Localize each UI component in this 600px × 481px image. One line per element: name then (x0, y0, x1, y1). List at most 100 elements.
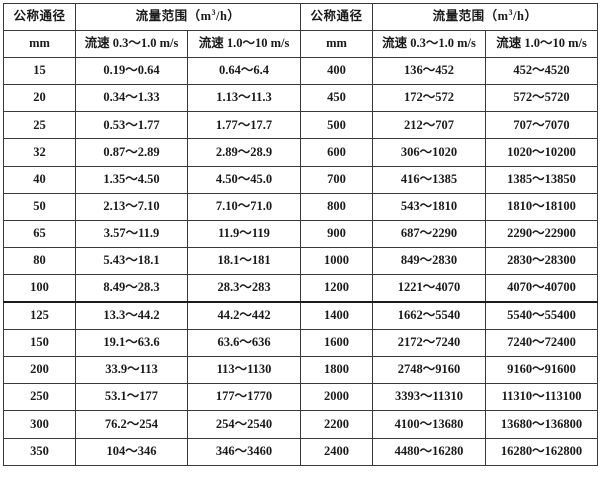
header-dn-left: 公称通径 (3, 2, 76, 32)
header-flow-right-sup: 3 (508, 8, 514, 18)
cell-flow-low-right: 306～1020 (372, 138, 487, 167)
cell-flow-high-right: 452～4520 (485, 57, 599, 86)
table-row: 200 33.9～113 113～1130 1800 2748～9160 9160～916… (3, 356, 599, 385)
cell-flow-high-left: 4.50～45.0 (186, 165, 302, 194)
cell-dn-left: 150 (3, 329, 76, 358)
cell-flow-low-left: 104～346 (75, 437, 188, 466)
cell-dn-left: 100 (3, 273, 76, 303)
cell-flow-high-right: 5540～55400 (485, 301, 599, 331)
cell-dn-right: 400 (300, 57, 374, 86)
cell-flow-high-left: 1.77～17.7 (186, 111, 302, 140)
cell-flow-high-left: 63.6～636 (186, 329, 302, 358)
cell-dn-right: 1000 (300, 246, 374, 275)
cell-dn-left: 350 (3, 437, 76, 466)
table-row: 125 13.3～44.2 44.2～442 1400 1662～5540 5540～55… (3, 301, 599, 331)
cell-dn-right: 450 (300, 84, 374, 113)
table-row: 300 76.2～254 254～2540 2200 4100～13680 13680～1… (3, 410, 599, 439)
cell-dn-left: 80 (3, 246, 76, 275)
cell-flow-high-right: 1385～13850 (485, 165, 599, 194)
header-velocity-low-left: 流速 0.3～1.0 m/s (75, 30, 188, 59)
cell-flow-low-left: 0.34～1.33 (75, 84, 188, 113)
cell-flow-high-left: 254～2540 (186, 410, 302, 439)
cell-flow-low-left: 8.49～28.3 (75, 273, 188, 303)
cell-flow-high-left: 177～1770 (186, 383, 302, 412)
table-row: 80 5.43～18.1 18.1～181 1000 849～2830 2830～2830… (3, 246, 599, 275)
cell-flow-high-left: 44.2～442 (186, 301, 302, 331)
table-row: 150 19.1～63.6 63.6～636 1600 2172～7240 7240～72… (3, 329, 599, 358)
cell-dn-right: 700 (300, 165, 374, 194)
cell-flow-high-left: 18.1～181 (186, 246, 302, 275)
cell-flow-high-left: 11.9～119 (186, 219, 302, 248)
cell-dn-left: 300 (3, 410, 76, 439)
cell-flow-high-right: 707～7070 (485, 111, 599, 140)
cell-flow-high-left: 113～1130 (186, 356, 302, 385)
cell-flow-high-right: 13680～136800 (485, 410, 599, 439)
header-dn-right: 公称通径 (300, 2, 374, 32)
cell-flow-low-right: 1662～5540 (372, 301, 487, 331)
cell-dn-right: 2000 (300, 383, 374, 412)
header-row-title: 公称通径 流量范围（m3/h） 公称通径 流量范围（m3/h） (3, 2, 599, 32)
cell-flow-high-right: 572～5720 (485, 84, 599, 113)
cell-flow-high-right: 7240～72400 (485, 329, 599, 358)
table-body: 公称通径 流量范围（m3/h） 公称通径 流量范围（m3/h） mm 流速 0.… (3, 2, 599, 466)
cell-flow-low-right: 1221～4070 (372, 273, 487, 303)
table-row: 100 8.49～28.3 28.3～283 1200 1221～4070 4070～40… (3, 273, 599, 303)
header-velocity-high-right: 流速 1.0～10 m/s (485, 30, 599, 59)
table-row: 65 3.57～11.9 11.9～119 900 687～2290 2290～22900 (3, 219, 599, 248)
cell-flow-high-right: 1020～10200 (485, 138, 599, 167)
cell-dn-right: 1800 (300, 356, 374, 385)
cell-dn-right: 1600 (300, 329, 374, 358)
cell-flow-low-left: 5.43～18.1 (75, 246, 188, 275)
table-row: 25 0.53～1.77 1.77～17.7 500 212～707 707～7070 (3, 111, 599, 140)
cell-flow-low-left: 3.57～11.9 (75, 219, 188, 248)
cell-flow-high-left: 2.89～28.9 (186, 138, 302, 167)
header-velocity-low-right: 流速 0.3～1.0 m/s (372, 30, 487, 59)
table-row: 250 53.1～177 177～1770 2000 3393～11310 11310～1… (3, 383, 599, 412)
table-row: 15 0.19～0.64 0.64～6.4 400 136～452 452～4520 (3, 57, 599, 86)
header-velocity-high-left: 流速 1.0～10 m/s (186, 30, 302, 59)
cell-flow-high-left: 0.64～6.4 (186, 57, 302, 86)
cell-flow-low-left: 19.1～63.6 (75, 329, 188, 358)
cell-flow-high-right: 1810～18100 (485, 192, 599, 221)
cell-dn-left: 20 (3, 84, 76, 113)
cell-flow-high-right: 2830～28300 (485, 246, 599, 275)
cell-flow-low-left: 53.1～177 (75, 383, 188, 412)
header-flow-right: 流量范围（m3/h） (372, 2, 599, 32)
cell-flow-low-left: 2.13～7.10 (75, 192, 188, 221)
cell-flow-low-left: 0.19～0.64 (75, 57, 188, 86)
cell-flow-low-right: 2172～7240 (372, 329, 487, 358)
cell-dn-right: 900 (300, 219, 374, 248)
table-row: 40 1.35～4.50 4.50～45.0 700 416～1385 1385～1385… (3, 165, 599, 194)
cell-dn-left: 25 (3, 111, 76, 140)
cell-flow-high-right: 4070～40700 (485, 273, 599, 303)
header-flow-left-sup: 3 (211, 8, 216, 18)
cell-flow-low-right: 4100～13680 (372, 410, 487, 439)
cell-dn-right: 2200 (300, 410, 374, 439)
cell-dn-right: 600 (300, 138, 374, 167)
cell-flow-high-right: 2290～22900 (485, 219, 599, 248)
table-row: 350 104～346 346～3460 2400 4480～16280 16280～16… (3, 437, 599, 466)
header-flow-left: 流量范围（m3/h） (74, 2, 302, 32)
header-flow-left-prefix: 流量范围（m (135, 9, 212, 24)
cell-flow-low-right: 136～452 (372, 57, 487, 86)
cell-dn-left: 32 (3, 138, 76, 167)
cell-dn-left: 65 (3, 219, 76, 248)
cell-dn-right: 1400 (300, 301, 374, 331)
header-unit-right: mm (300, 30, 374, 59)
cell-flow-high-right: 11310～113100 (485, 383, 599, 412)
table-row: 32 0.87～2.89 2.89～28.9 600 306～1020 1020～1020… (3, 138, 599, 167)
cell-flow-low-right: 2748～9160 (372, 356, 487, 385)
cell-flow-high-left: 346～3460 (186, 437, 302, 466)
cell-flow-low-left: 33.9～113 (75, 356, 188, 385)
cell-flow-low-right: 212～707 (372, 111, 487, 140)
cell-flow-low-left: 1.35～4.50 (75, 165, 188, 194)
header-row-units: mm 流速 0.3～1.0 m/s 流速 1.0～10 m/s mm 流速 0.… (3, 30, 599, 59)
cell-dn-left: 50 (3, 192, 76, 221)
cell-flow-low-right: 849～2830 (372, 246, 487, 275)
cell-flow-low-right: 416～1385 (372, 165, 487, 194)
flow-range-table: 公称通径 流量范围（m3/h） 公称通径 流量范围（m3/h） mm 流速 0.… (3, 2, 599, 466)
cell-flow-low-right: 172～572 (372, 84, 487, 113)
cell-flow-high-right: 9160～91600 (485, 356, 599, 385)
cell-dn-left: 200 (3, 356, 76, 385)
